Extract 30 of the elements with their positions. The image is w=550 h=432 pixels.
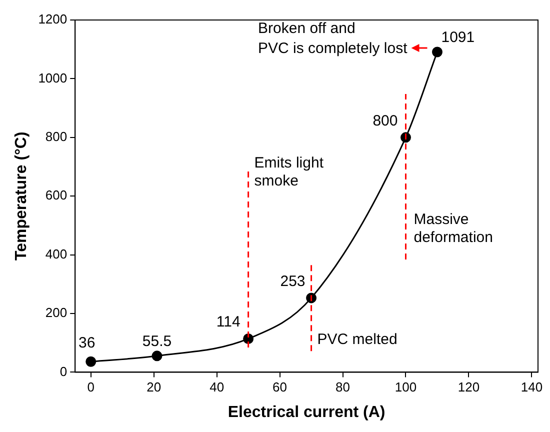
y-tick-label: 800 (45, 128, 68, 144)
data-label: 55.5 (142, 332, 172, 350)
y-tick-label: 1200 (38, 12, 68, 27)
data-label: 253 (280, 272, 306, 290)
x-tick-label: 80 (336, 380, 350, 395)
y-tick-label: 200 (45, 305, 68, 320)
x-tick-label: 100 (394, 380, 417, 395)
x-tick-label: 60 (272, 380, 288, 395)
data-label: 800 (372, 112, 398, 130)
y-tick-label: 0 (60, 364, 68, 379)
y-tick-label: 600 (45, 188, 68, 203)
x-axis-title: Electrical current (A) (228, 404, 386, 421)
point (152, 350, 162, 362)
x-tick-label: 0 (87, 380, 94, 395)
ref-line-label: PVC melted (317, 331, 398, 348)
y-tick-label: 400 (45, 246, 68, 262)
annotation: Broken off and PVC is completely lost (258, 20, 408, 57)
x-tick-label: 20 (146, 380, 162, 395)
y-tick-label: 1000 (38, 70, 68, 86)
data-label: 36 (78, 334, 96, 352)
point (86, 356, 96, 367)
ref-line-label: Massive deformation (414, 210, 493, 246)
x-tick-label: 140 (520, 380, 543, 395)
data-label: 114 (216, 314, 240, 331)
ref-line-label: Emits light smoke (254, 154, 324, 190)
data-label: 1091 (441, 28, 475, 46)
point (432, 46, 442, 58)
x-tick-label: 120 (458, 380, 480, 395)
y-axis-title: Temperature (°C) (13, 132, 30, 260)
x-tick-label: 40 (210, 380, 224, 395)
